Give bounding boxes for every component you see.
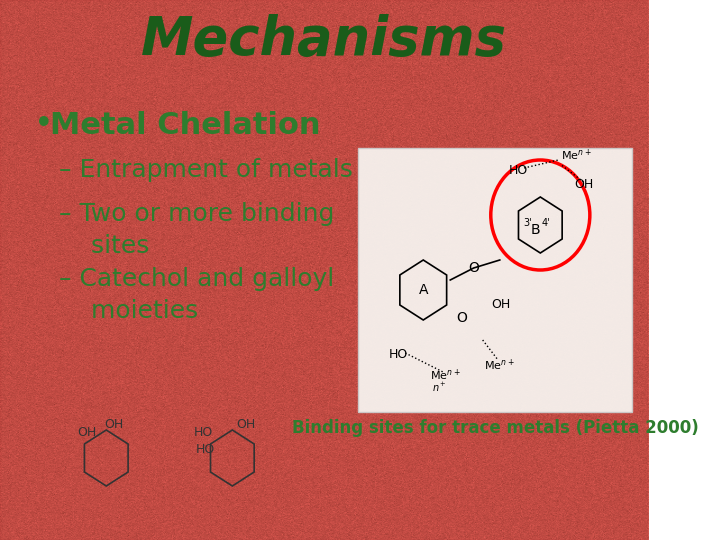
Text: OH: OH	[575, 179, 594, 192]
Text: OH: OH	[104, 418, 123, 431]
Text: – Catechol and galloyl
    moieties: – Catechol and galloyl moieties	[58, 267, 334, 323]
Text: Binding sites for trace metals (Pietta 2000): Binding sites for trace metals (Pietta 2…	[292, 419, 698, 437]
Text: •: •	[35, 109, 54, 141]
Text: 4': 4'	[541, 218, 550, 228]
Text: Me$^{n+}$: Me$^{n+}$	[485, 357, 515, 373]
Text: O: O	[468, 261, 479, 275]
Text: Me$^{n+}$: Me$^{n+}$	[561, 147, 592, 163]
Text: B: B	[531, 223, 541, 237]
Text: A: A	[418, 283, 428, 297]
Text: HO: HO	[194, 426, 213, 439]
Text: Me$^{n+}$: Me$^{n+}$	[431, 367, 461, 383]
Text: Metal Chelation: Metal Chelation	[50, 111, 320, 139]
Text: OH: OH	[236, 418, 256, 431]
FancyBboxPatch shape	[359, 148, 632, 412]
Text: Mechanisms: Mechanisms	[141, 14, 507, 66]
Text: HO: HO	[196, 443, 215, 456]
Text: 3': 3'	[523, 218, 532, 228]
Text: OH: OH	[77, 426, 96, 439]
Text: $n^+$: $n^+$	[432, 381, 447, 394]
Text: HO: HO	[389, 348, 408, 361]
Text: HO: HO	[509, 164, 528, 177]
Text: – Entrapment of metals: – Entrapment of metals	[58, 158, 352, 182]
Text: O: O	[456, 311, 467, 325]
Text: OH: OH	[491, 299, 510, 312]
Text: – Two or more binding
    sites: – Two or more binding sites	[58, 202, 334, 258]
